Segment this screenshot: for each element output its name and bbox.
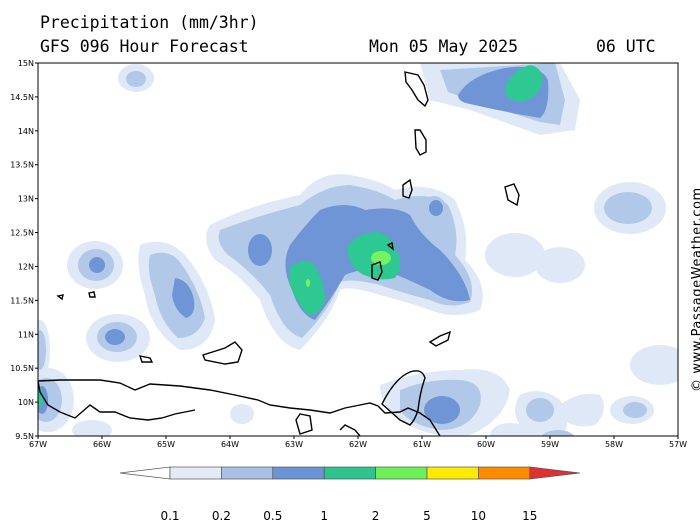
legend-label: 15 bbox=[522, 509, 538, 523]
lat-tick-label: 15N bbox=[18, 59, 34, 68]
legend-swatch-min bbox=[119, 466, 171, 480]
lat-tick-label: 10N bbox=[18, 398, 34, 407]
watermark: © www.PassageWeather.com bbox=[690, 187, 700, 392]
lon-tick-label: 60W bbox=[477, 440, 495, 449]
legend-swatch bbox=[169, 466, 222, 480]
forecast-date: Mon 05 May 2025 bbox=[369, 37, 519, 56]
legend-swatch bbox=[272, 466, 325, 480]
lat-tick-label: 14N bbox=[18, 127, 34, 136]
venezuela-coast-inner bbox=[38, 380, 196, 421]
lon-tick-label: 61W bbox=[413, 440, 431, 449]
lat-tick-label: 12N bbox=[18, 262, 34, 271]
lon-tick-label: 59W bbox=[541, 440, 559, 449]
legend-label: 5 bbox=[423, 509, 431, 523]
delta-coast-2 bbox=[339, 424, 361, 436]
legend-label: 10 bbox=[470, 509, 487, 523]
lon-tick-label: 65W bbox=[157, 440, 175, 449]
lat-tick-label: 11.5N bbox=[10, 296, 34, 305]
legend-swatch bbox=[426, 466, 479, 480]
lat-tick-label: 14.5N bbox=[10, 93, 34, 102]
carriacou-island bbox=[386, 241, 394, 251]
legend-label: 0.2 bbox=[211, 509, 231, 523]
lon-tick-label: 66W bbox=[93, 440, 111, 449]
forecast-subtitle: GFS 096 Hour Forecast bbox=[40, 37, 249, 56]
trinidad-island bbox=[381, 370, 426, 426]
martinique-island bbox=[404, 71, 429, 108]
margarita-island bbox=[202, 341, 243, 365]
lon-tick-label: 63W bbox=[285, 440, 303, 449]
lon-tick-label: 64W bbox=[221, 440, 239, 449]
grenada-island bbox=[371, 261, 383, 281]
precip-field bbox=[38, 63, 678, 436]
small-island-1 bbox=[56, 294, 64, 301]
coastlines bbox=[38, 71, 520, 436]
legend-label: 2 bbox=[371, 509, 380, 523]
lat-tick-label: 12.5N bbox=[10, 229, 34, 238]
lon-tick-label: 58W bbox=[605, 440, 623, 449]
st-vincent-island bbox=[402, 178, 413, 199]
venezuela-coast bbox=[38, 379, 441, 436]
lat-tick-label: 13N bbox=[18, 195, 34, 204]
tobago-island bbox=[428, 330, 452, 347]
legend-swatch bbox=[221, 466, 274, 480]
forecast-time: 06 UTC bbox=[596, 37, 656, 56]
st-lucia-island bbox=[414, 129, 427, 156]
delta-coast bbox=[295, 413, 313, 435]
legend-label: 0.1 bbox=[160, 509, 180, 523]
lon-tick-label: 62W bbox=[349, 440, 367, 449]
legend-colorbar bbox=[119, 466, 580, 480]
legend-swatch bbox=[375, 466, 428, 480]
legend-label: 1 bbox=[320, 509, 329, 523]
tortuga-island bbox=[138, 355, 154, 363]
lon-tick-label: 57W bbox=[669, 440, 687, 449]
legend-swatch bbox=[478, 466, 531, 480]
legend-swatch-max bbox=[529, 466, 580, 480]
lat-tick-label: 10.5N bbox=[10, 364, 34, 373]
lat-tick-label: 9.5N bbox=[15, 432, 34, 441]
precip-level-4 bbox=[38, 65, 543, 408]
map-title: Precipitation (mm/3hr) bbox=[40, 13, 259, 32]
latitude-axis: 15N 14.5N 14N 13.5N 13N 12.5N 12N 11.5N 11N 10.5N… bbox=[10, 59, 38, 441]
lat-tick-label: 13.5N bbox=[10, 161, 34, 170]
legend-label: 0.5 bbox=[263, 509, 283, 523]
precip-level-5 bbox=[306, 251, 391, 287]
barbados-island bbox=[504, 183, 520, 207]
legend-swatch bbox=[323, 466, 376, 480]
longitude-axis: 67W 66W 65W 64W 63W 62W 61W 60W 59W 58W 57W bbox=[29, 436, 687, 449]
lon-tick-label: 67W bbox=[29, 440, 47, 449]
small-island-2 bbox=[88, 291, 96, 298]
lat-tick-label: 11N bbox=[18, 330, 34, 339]
